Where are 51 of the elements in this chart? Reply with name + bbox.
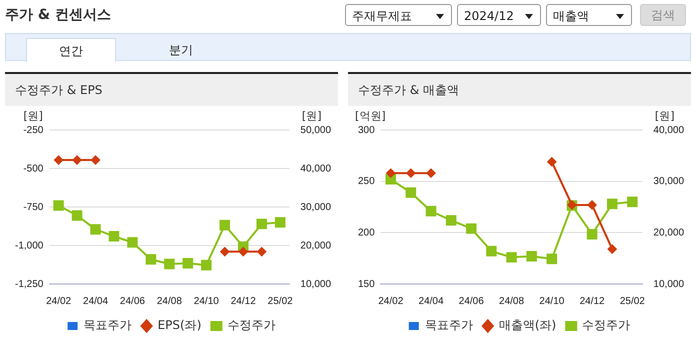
x-tick-label: 25/02: [268, 296, 294, 307]
x-tick-label: 24/12: [230, 296, 256, 307]
x-tick-label: 24/04: [418, 296, 444, 307]
y2-tick-label: 10,000: [300, 278, 332, 290]
x-tick-label: 24/10: [194, 296, 220, 307]
y2-axis-title: [원]: [302, 109, 322, 122]
y-tick-label: 150: [358, 278, 376, 290]
y2-tick-label: 50,000: [300, 124, 332, 136]
y-axis-title: [원]: [23, 109, 43, 122]
x-tick-label: 25/02: [620, 296, 646, 307]
y2-tick-label: 20,000: [300, 240, 332, 252]
legend-label: 목표주가: [84, 318, 132, 332]
y-tick-label: -750: [23, 202, 44, 213]
text: 검색: [640, 4, 686, 26]
text: 주가 & 컨센서스: [5, 6, 111, 24]
y2-tick-label: 30,000: [653, 176, 684, 188]
x-tick-label: 24/04: [83, 296, 108, 307]
x-tick-label: 24/12: [580, 296, 606, 307]
legend-label: 매출액(좌): [498, 318, 556, 332]
chart-title: 수정주가 & EPS: [5, 72, 338, 106]
y-tick-label: -1,250: [14, 278, 44, 290]
x-tick-label: 24/10: [539, 296, 565, 307]
legend-label: EPS(좌): [158, 318, 202, 332]
text: 2024/12: [457, 4, 541, 26]
y-tick-label: 300: [358, 124, 376, 136]
chart-title: 수정주가 & 매출액: [348, 72, 691, 106]
x-tick-label: 24/08: [499, 296, 524, 307]
y-axis-title: [억원]: [355, 109, 386, 122]
y2-axis-title: [원]: [654, 109, 675, 122]
y-tick-label: 250: [358, 176, 376, 188]
text: 연간: [26, 38, 116, 62]
text: 매출액: [546, 4, 632, 26]
x-tick-label: 24/06: [120, 296, 146, 307]
x-tick-label: 24/02: [46, 296, 72, 307]
y-tick-label: -250: [23, 124, 44, 136]
legend-label: 목표주가: [424, 318, 473, 332]
x-tick-label: 24/08: [156, 296, 182, 307]
y2-tick-label: 40,000: [653, 124, 684, 136]
y2-tick-label: 20,000: [653, 227, 684, 238]
legend-label: 수정주가: [582, 318, 630, 332]
y2-tick-label: 10,000: [653, 278, 684, 290]
x-tick-label: 24/06: [458, 296, 484, 307]
legend-label: 수정주가: [227, 318, 276, 332]
y-tick-label: -500: [23, 163, 44, 174]
y2-tick-label: 40,000: [300, 163, 332, 174]
y-tick-label: -1,000: [14, 240, 44, 252]
x-tick-label: 24/02: [378, 296, 404, 307]
y-tick-label: 200: [358, 227, 376, 238]
text: 분기: [168, 42, 194, 59]
text: 주재무제표: [345, 4, 452, 26]
y2-tick-label: 30,000: [300, 202, 332, 213]
